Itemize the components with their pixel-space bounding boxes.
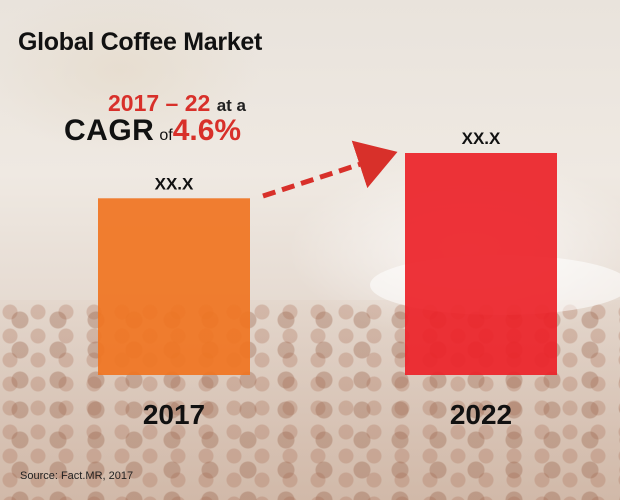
- cagr-period-years: 2017 – 22: [108, 90, 211, 116]
- cagr-label: CAGR: [64, 114, 155, 147]
- growth-arrow-icon: [262, 140, 398, 199]
- cagr-value: CAGR of4.6%: [64, 114, 241, 148]
- cagr-rate: 4.6%: [172, 114, 242, 147]
- category-label-2017: 2017: [143, 399, 205, 430]
- cagr-at-a: at a: [216, 96, 247, 115]
- cagr-period: 2017 – 22 at a: [108, 90, 246, 117]
- bar-2017: [98, 198, 250, 375]
- chart-title: Global Coffee Market: [18, 28, 263, 56]
- value-label-2017: XX.X: [155, 174, 194, 193]
- source-note: Source: Fact.MR, 2017: [20, 470, 134, 482]
- category-label-2022: 2022: [450, 399, 512, 430]
- bar-2022: [405, 153, 557, 375]
- cagr-of: of: [159, 127, 173, 144]
- value-label-2022: XX.X: [462, 129, 501, 148]
